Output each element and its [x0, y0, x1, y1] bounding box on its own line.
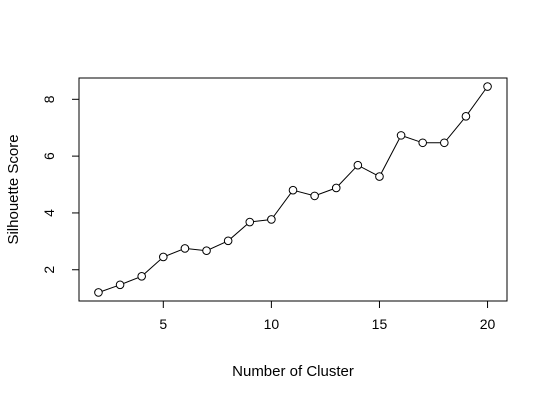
- data-point-16: [396, 131, 406, 140]
- y-tick-label-8: 8: [41, 95, 57, 103]
- data-point-13: [331, 183, 341, 193]
- y-axis-label: Silhouette Score: [5, 134, 22, 244]
- data-point-20: [483, 82, 492, 91]
- x-tick-label-20: 20: [480, 316, 496, 332]
- data-point-9: [245, 217, 255, 227]
- plot-frame: [78, 77, 508, 302]
- data-point-2: [94, 288, 103, 297]
- data-point-5: [159, 252, 168, 262]
- data-point-8: [223, 236, 233, 246]
- data-point-7: [202, 246, 211, 256]
- x-axis-label: Number of Cluster: [232, 363, 354, 380]
- data-point-10: [267, 215, 276, 224]
- y-tick-label-4: 4: [41, 209, 57, 217]
- data-point-14: [353, 160, 363, 170]
- y-tick-label-6: 6: [41, 152, 57, 160]
- data-point-18: [440, 138, 449, 148]
- x-axis: 5 10 15 20: [159, 301, 496, 332]
- y-tick-label-2: 2: [41, 266, 57, 274]
- x-tick-label-10: 10: [264, 316, 280, 332]
- x-tick-label-15: 15: [372, 316, 388, 332]
- data-points: [94, 82, 492, 297]
- data-point-3: [115, 280, 125, 290]
- data-point-6: [180, 244, 190, 253]
- data-point-17: [418, 138, 427, 148]
- data-point-19: [461, 112, 471, 121]
- data-point-11: [288, 185, 298, 195]
- y-axis: 2 4 6 8: [41, 95, 79, 274]
- data-point-12: [310, 191, 319, 201]
- data-point-15: [375, 172, 384, 181]
- x-tick-label-5: 5: [159, 316, 167, 332]
- data-point-4: [137, 271, 146, 281]
